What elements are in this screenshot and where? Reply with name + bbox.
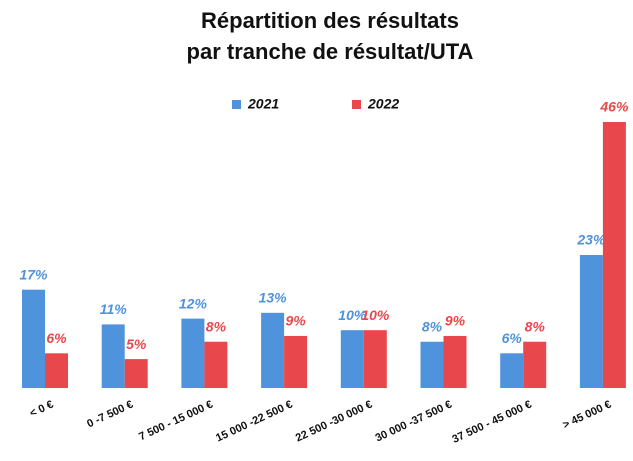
x-tick-label: 0 -7 500 € (85, 398, 135, 430)
x-tick-label: 7 500 - 15 000 € (137, 398, 215, 443)
data-label: 46% (599, 99, 629, 115)
bar (443, 335, 467, 388)
data-label: 17% (19, 266, 48, 282)
x-tick-label: 37 500 - 45 000 € (450, 398, 533, 445)
legend-swatch (352, 100, 361, 109)
chart-title: Répartition des résultats (201, 8, 459, 33)
bar (22, 289, 45, 388)
legend-swatch (232, 100, 241, 109)
data-label: 9% (285, 313, 306, 329)
bar (340, 330, 364, 388)
data-label: 10% (361, 307, 390, 323)
bar (284, 335, 308, 388)
legend-label: 2021 (247, 96, 279, 112)
data-label: 9% (445, 313, 466, 329)
chart-title: par tranche de résultat/UTA (187, 39, 474, 64)
legend-label: 2022 (367, 96, 399, 112)
data-label: 8% (422, 318, 443, 334)
bar (500, 353, 524, 388)
bar (204, 341, 228, 388)
bar (420, 341, 444, 388)
x-tick-label: 15 000 -22 500 € (214, 398, 294, 444)
data-label: 10% (338, 307, 367, 323)
data-label: 23% (576, 232, 606, 248)
bar (45, 353, 68, 388)
bar (124, 359, 148, 388)
data-label: 13% (259, 290, 288, 306)
data-label: 6% (502, 330, 523, 346)
x-tick-label: > 45 000 € (561, 398, 613, 431)
bar (181, 318, 205, 388)
x-tick-label: 22 500 -30 000 € (294, 398, 374, 444)
data-label: 8% (206, 318, 227, 334)
bar (363, 330, 387, 388)
bar (579, 255, 603, 388)
x-tick-label: 30 000 -37 500 € (374, 398, 454, 444)
bar (261, 312, 285, 388)
bar (602, 122, 626, 388)
data-label: 11% (100, 301, 128, 317)
x-tick-label: < 0 € (28, 398, 56, 419)
data-label: 6% (46, 330, 67, 346)
data-label: 8% (525, 318, 546, 334)
bar (101, 324, 125, 388)
data-label: 5% (126, 336, 147, 352)
data-label: 12% (179, 295, 208, 311)
bar (523, 341, 547, 388)
